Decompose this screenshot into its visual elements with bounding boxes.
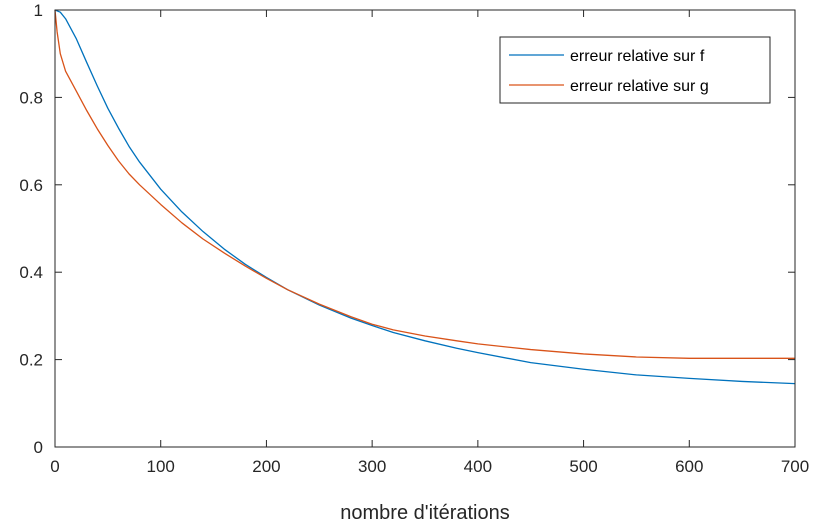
- x-tick-label: 0: [50, 457, 59, 476]
- y-tick-label: 0.2: [19, 351, 43, 370]
- x-tick-label: 300: [358, 457, 386, 476]
- x-tick-label: 600: [675, 457, 703, 476]
- y-tick-label: 0.8: [19, 88, 43, 107]
- x-tick-label: 500: [569, 457, 597, 476]
- series-line-2: [54, 9, 795, 359]
- legend-box: [499, 36, 771, 104]
- y-tick-label: 0.4: [19, 263, 43, 282]
- y-axis-ticks: 0 0.2 0.4 0.6 0.8 1: [19, 1, 795, 457]
- series-line-1: [54, 9, 796, 385]
- legend-items: erreur relative sur f erreur relative sur…: [509, 48, 709, 95]
- legend-label-1: erreur relative sur f: [570, 48, 705, 65]
- y-tick-label: 0.6: [19, 176, 43, 195]
- series-layer: [54, 9, 796, 385]
- plot-frame: [54, 9, 796, 448]
- x-axis-ticks: 0 100 200 300 400 500 600 700: [50, 10, 809, 476]
- y-tick-label: 0: [34, 438, 43, 457]
- x-axis-label: nombre d'itérations: [340, 502, 509, 524]
- x-tick-label: 200: [252, 457, 280, 476]
- y-tick-label: 1: [34, 1, 43, 20]
- x-tick-label: 700: [781, 457, 809, 476]
- legend-label-2: erreur relative sur g: [570, 78, 709, 95]
- x-tick-label: 400: [464, 457, 492, 476]
- legend: erreur relative sur f erreur relative sur…: [499, 36, 771, 104]
- x-tick-label: 100: [147, 457, 175, 476]
